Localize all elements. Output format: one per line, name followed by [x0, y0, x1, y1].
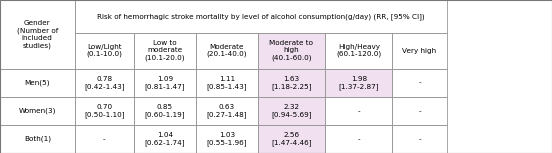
Text: 1.98
[1.37-2.87]: 1.98 [1.37-2.87]	[338, 76, 379, 90]
Text: High/Heavy
(60.1-120.0): High/Heavy (60.1-120.0)	[336, 44, 381, 58]
Text: Very high: Very high	[402, 48, 437, 54]
Text: 1.63
[1.18-2.25]: 1.63 [1.18-2.25]	[271, 76, 312, 90]
Bar	[0, 69, 75, 97]
Bar	[196, 33, 258, 69]
Bar	[258, 33, 325, 69]
Bar	[0, 125, 75, 153]
Bar	[325, 33, 392, 69]
Text: 1.04
[0.62-1.74]: 1.04 [0.62-1.74]	[145, 132, 185, 146]
Text: 1.11
[0.85-1.43]: 1.11 [0.85-1.43]	[206, 76, 247, 90]
Bar	[392, 33, 447, 69]
Text: Moderate
(20.1-40.0): Moderate (20.1-40.0)	[206, 44, 247, 58]
Text: -: -	[358, 136, 360, 142]
Text: -: -	[103, 136, 105, 142]
Bar	[134, 33, 196, 69]
Text: Men(5): Men(5)	[24, 79, 50, 86]
Bar	[392, 69, 447, 97]
Bar	[325, 69, 392, 97]
Text: Risk of hemorrhagic stroke mortality by level of alcohol consumption(g/day) (RR,: Risk of hemorrhagic stroke mortality by …	[97, 13, 424, 20]
Bar	[0, 97, 75, 125]
Bar	[75, 97, 134, 125]
Bar	[392, 97, 447, 125]
Bar	[258, 125, 325, 153]
Text: -: -	[418, 136, 421, 142]
Bar	[325, 125, 392, 153]
Bar	[196, 97, 258, 125]
Text: Women(3): Women(3)	[19, 108, 56, 114]
Text: -: -	[418, 108, 421, 114]
Text: Moderate to
high
(40.1-60.0): Moderate to high (40.1-60.0)	[269, 40, 314, 61]
Bar	[75, 33, 134, 69]
Bar	[258, 97, 325, 125]
Text: -: -	[358, 108, 360, 114]
Text: 0.63
[0.27-1.48]: 0.63 [0.27-1.48]	[206, 104, 247, 118]
Text: 2.32
[0.94-5.69]: 2.32 [0.94-5.69]	[271, 104, 312, 118]
Bar	[258, 97, 325, 125]
Text: 0.78
[0.42-1.43]: 0.78 [0.42-1.43]	[84, 76, 125, 90]
Bar	[258, 69, 325, 97]
Bar	[325, 97, 392, 125]
Text: Low/Light
(0.1-10.0): Low/Light (0.1-10.0)	[87, 44, 122, 58]
Bar	[134, 97, 196, 125]
Text: Gender
(Number of
included
studies): Gender (Number of included studies)	[17, 20, 58, 49]
Text: 0.70
[0.50-1.10]: 0.70 [0.50-1.10]	[84, 104, 125, 118]
Bar	[75, 69, 134, 97]
Text: -: -	[418, 80, 421, 86]
Bar	[134, 125, 196, 153]
Bar	[258, 69, 325, 97]
Text: Low to
moderate
(10.1-20.0): Low to moderate (10.1-20.0)	[145, 40, 185, 61]
Text: 1.03
[0.55-1.96]: 1.03 [0.55-1.96]	[206, 132, 247, 146]
Bar	[196, 125, 258, 153]
Bar	[134, 69, 196, 97]
Bar	[258, 33, 325, 69]
Bar	[258, 125, 325, 153]
Bar	[325, 69, 392, 97]
Bar	[392, 125, 447, 153]
Text: Both(1): Both(1)	[24, 136, 51, 142]
Bar	[196, 69, 258, 97]
Text: 2.56
[1.47-4.46]: 2.56 [1.47-4.46]	[271, 132, 312, 146]
Bar	[75, 0, 447, 33]
Text: 1.09
[0.81-1.47]: 1.09 [0.81-1.47]	[145, 76, 185, 90]
Bar	[0, 0, 75, 69]
Text: 0.85
[0.60-1.19]: 0.85 [0.60-1.19]	[145, 104, 185, 118]
Bar	[75, 125, 134, 153]
